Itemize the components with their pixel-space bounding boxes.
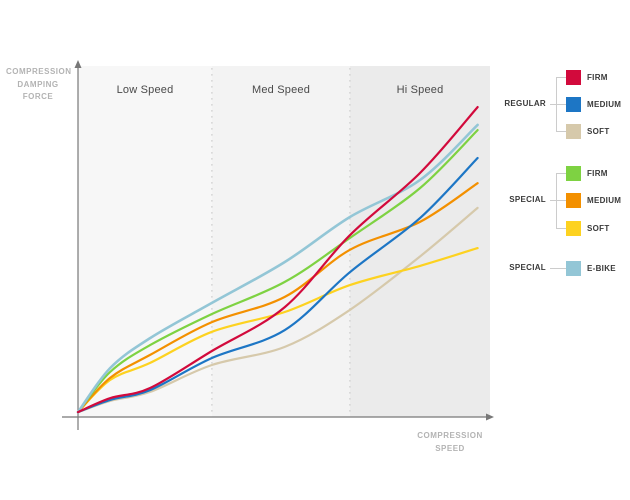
curve-regular-soft bbox=[76, 206, 479, 414]
legend-swatch-regular-medium bbox=[566, 97, 581, 112]
legend-swatch-special-ebike bbox=[566, 261, 581, 276]
y-axis-arrow-icon bbox=[74, 60, 82, 68]
plot-zone-med-speed bbox=[211, 66, 350, 417]
legend-bracket-stub bbox=[550, 104, 556, 105]
legend-label-regular-soft: SOFT bbox=[587, 127, 610, 136]
legend-bracket-stub bbox=[556, 173, 566, 174]
curve-special-firm bbox=[76, 129, 479, 414]
legend-label-special-medium: MEDIUM bbox=[587, 196, 622, 205]
legend-swatch-special-medium bbox=[566, 193, 581, 208]
legend-bracket-stub bbox=[556, 228, 566, 229]
legend-swatch-regular-firm bbox=[566, 70, 581, 85]
zone-label-hi-speed: Hi Speed bbox=[396, 84, 444, 96]
curve-regular-firm bbox=[76, 106, 479, 414]
legend-swatch-special-soft bbox=[566, 221, 581, 236]
legend-label-regular-medium: MEDIUM bbox=[587, 100, 622, 109]
legend-bracket-stub bbox=[550, 200, 556, 201]
legend-bracket-stub bbox=[556, 104, 566, 105]
legend-swatch-special-firm bbox=[566, 166, 581, 181]
x-axis-label: COMPRESSION SPEED bbox=[405, 430, 495, 455]
x-axis-label-line2: SPEED bbox=[435, 443, 465, 453]
legend-group-label-regular: REGULAR bbox=[504, 99, 546, 108]
legend-bracket-special bbox=[556, 173, 557, 229]
y-axis-label-line2: DAMPING bbox=[17, 79, 59, 89]
legend-group-label-special: SPECIAL bbox=[509, 195, 546, 204]
legend-bracket-stub bbox=[556, 200, 566, 201]
legend-group-label-special-ebike: SPECIAL bbox=[509, 263, 546, 272]
curve-special-soft bbox=[76, 247, 479, 414]
y-axis-label-line1: COMPRESSION bbox=[6, 67, 72, 76]
legend-bracket-ebike bbox=[550, 268, 566, 269]
legend-swatch-regular-soft bbox=[566, 124, 581, 139]
zone-label-low-speed: Low Speed bbox=[116, 84, 174, 96]
curve-special-ebike bbox=[76, 123, 479, 414]
curve-regular-medium bbox=[76, 156, 479, 414]
x-axis-arrow-icon bbox=[486, 413, 494, 421]
legend-label-special-firm: FIRM bbox=[587, 169, 608, 178]
legend-label-special-ebike: E-BIKE bbox=[587, 264, 616, 273]
zone-label-med-speed: Med Speed bbox=[251, 84, 311, 96]
legend-label-special-soft: SOFT bbox=[587, 224, 610, 233]
curve-special-medium bbox=[76, 182, 479, 414]
y-axis-label: COMPRESSION DAMPING FORCE bbox=[6, 66, 72, 104]
plot-zone-hi-speed bbox=[349, 66, 490, 417]
x-axis-label-line1: COMPRESSION bbox=[417, 431, 483, 440]
legend-bracket-stub bbox=[556, 77, 566, 78]
legend-label-regular-firm: FIRM bbox=[587, 73, 608, 82]
y-axis-label-line3: FORCE bbox=[22, 92, 54, 101]
legend-bracket-stub bbox=[556, 131, 566, 132]
